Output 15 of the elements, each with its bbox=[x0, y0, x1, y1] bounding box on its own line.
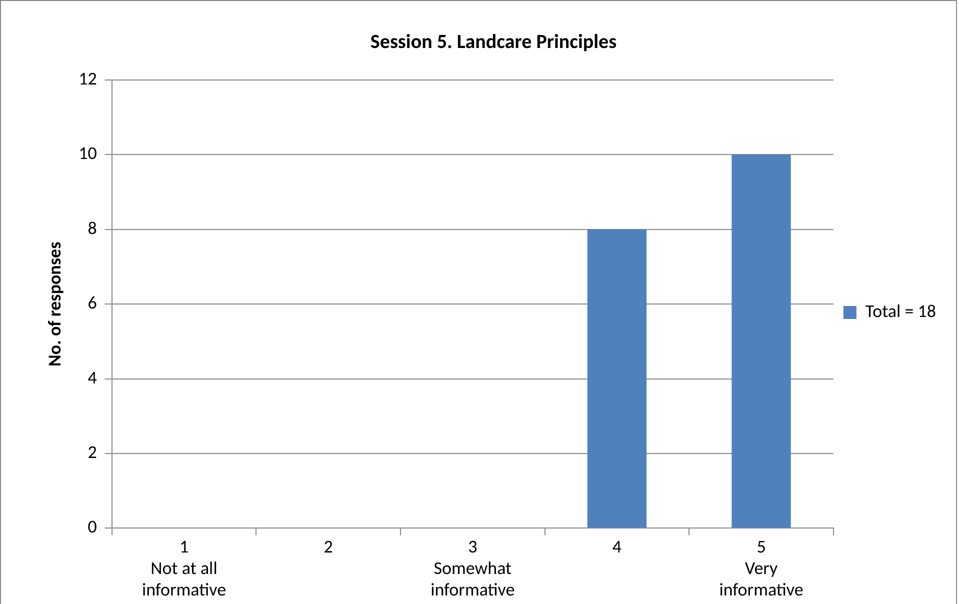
legend-label: Total = 18 bbox=[865, 300, 936, 322]
y-tick-label: 12 bbox=[78, 68, 97, 90]
y-tick-label: 10 bbox=[78, 142, 97, 164]
x-tick-label: 5 Very informative bbox=[719, 536, 804, 601]
x-tick-label: 2 bbox=[324, 536, 333, 558]
y-axis-title: No. of responses bbox=[43, 242, 66, 366]
y-tick-label: 4 bbox=[88, 366, 97, 388]
y-tick-label: 6 bbox=[88, 292, 97, 314]
x-tick-label: 4 bbox=[612, 536, 622, 558]
x-tick-label: 3 Somewhat informative bbox=[430, 536, 515, 601]
y-tick-label: 8 bbox=[88, 216, 97, 239]
y-tick-label: 0 bbox=[88, 516, 97, 538]
y-tick-label: 2 bbox=[88, 441, 97, 463]
x-tick-label: 1 Not at all informative bbox=[142, 536, 226, 601]
chart-title: Session 5. Landcare Principles bbox=[370, 30, 617, 54]
